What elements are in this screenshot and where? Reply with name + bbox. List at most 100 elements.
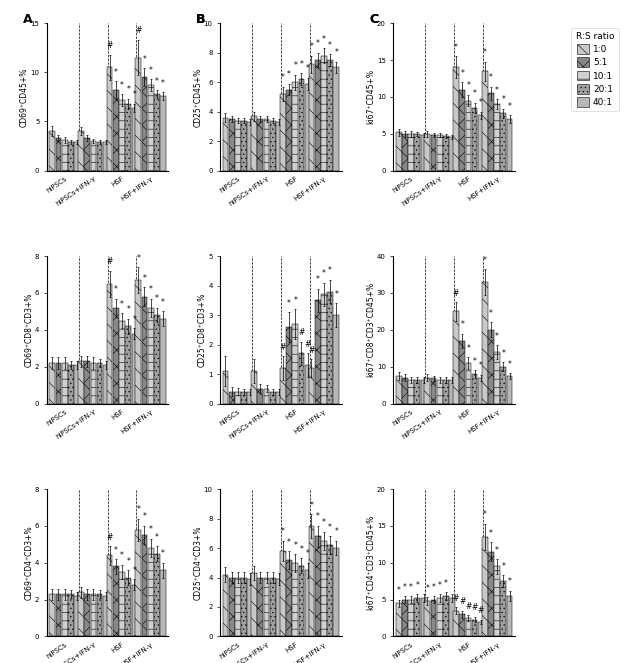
Bar [251,116,257,170]
Bar [408,134,414,170]
Bar [482,537,488,636]
Bar [500,581,506,636]
Bar [84,361,90,404]
Text: *: * [438,581,441,590]
Text: *: * [132,566,137,575]
Bar [148,308,154,404]
Y-axis label: ki67⁺CD4⁺CD3⁺CD45+%: ki67⁺CD4⁺CD3⁺CD45+% [366,515,376,611]
Bar [424,134,430,170]
Text: *: * [287,299,291,308]
Text: *: * [120,551,124,560]
Bar [482,282,488,404]
Bar [402,599,408,636]
Bar [298,79,304,170]
Text: *: * [508,577,512,586]
Bar [270,392,276,404]
Bar [107,284,112,404]
Text: #: # [453,593,459,603]
Bar [308,526,314,636]
Bar [408,599,414,636]
Bar [161,570,166,636]
Bar [90,363,96,404]
Bar [460,615,465,636]
Text: C: C [369,13,378,26]
Bar [276,579,282,636]
Bar [68,594,74,636]
Bar [241,577,247,636]
Bar [421,135,426,170]
Bar [62,363,68,404]
Bar [113,566,119,636]
Bar [125,577,131,636]
Bar [229,577,234,636]
Y-axis label: ki67⁺CD8⁺CD3⁺CD45+%: ki67⁺CD8⁺CD3⁺CD45+% [366,282,376,377]
Bar [408,380,414,404]
Bar [414,380,420,404]
Bar [235,577,241,636]
Bar [478,622,483,636]
Bar [125,104,131,170]
Text: *: * [328,267,332,275]
Y-axis label: CD25⁺CD8⁺CD3+%: CD25⁺CD8⁺CD3+% [198,292,207,367]
Bar [113,308,119,404]
Bar [125,326,131,404]
Bar [453,68,459,170]
Bar [132,585,137,636]
Bar [488,93,493,170]
Bar [103,142,108,170]
Bar [135,58,141,170]
Bar [50,363,55,404]
Text: #: # [478,606,484,615]
Text: #: # [459,597,465,606]
Text: *: * [397,586,401,595]
Text: #: # [298,328,305,337]
Bar [258,389,263,404]
Bar [258,119,263,170]
Bar [154,554,160,636]
Text: *: * [483,256,487,265]
Text: *: * [293,540,297,550]
Bar [292,82,298,170]
Text: #: # [305,340,311,349]
Text: *: * [126,557,130,566]
Text: *: * [114,285,118,294]
Bar [223,575,228,636]
Text: *: * [142,274,147,283]
Bar [161,319,166,404]
Text: *: * [155,294,159,303]
Text: *: * [508,102,512,111]
Bar [321,294,327,404]
Bar [280,94,286,170]
Bar [414,134,420,170]
Text: #: # [472,603,478,612]
Text: *: * [114,546,118,555]
Bar [119,321,125,404]
Text: *: * [132,314,137,324]
Bar [161,96,166,170]
Text: *: * [287,70,291,79]
Bar [251,371,257,404]
Bar [68,142,74,170]
Bar [286,560,292,636]
Bar [148,85,154,170]
Text: *: * [495,332,499,341]
Y-axis label: CD25⁺CD4⁺CD3+%: CD25⁺CD4⁺CD3+% [193,526,202,600]
Bar [305,84,310,170]
Text: *: * [120,80,124,90]
Bar [437,135,443,170]
Text: *: * [334,527,338,536]
Bar [298,353,304,404]
Text: *: * [454,43,458,52]
Text: *: * [334,48,338,57]
Text: *: * [495,546,499,555]
Text: *: * [136,254,140,263]
Bar [229,392,234,404]
Text: *: * [495,86,499,95]
Bar [327,60,333,170]
Text: #: # [453,289,459,298]
Y-axis label: CD69⁺CD45+%: CD69⁺CD45+% [20,67,29,127]
Bar [443,380,449,404]
Text: #: # [280,343,286,352]
Bar [251,573,257,636]
Bar [507,596,512,636]
